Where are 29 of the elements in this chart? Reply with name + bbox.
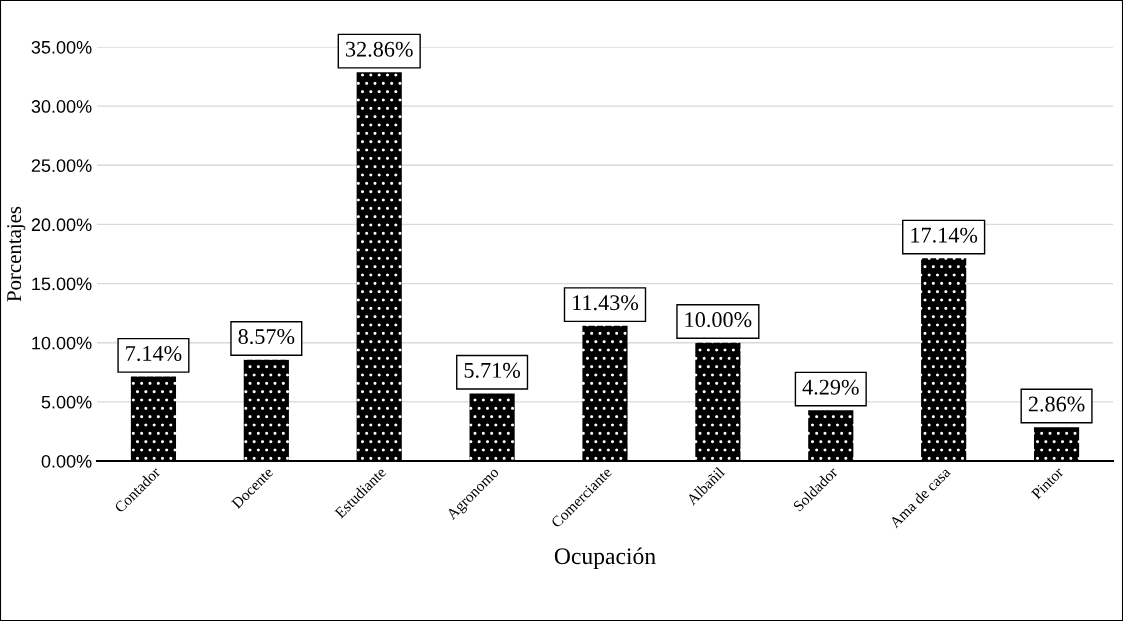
bar (695, 342, 741, 461)
y-tick-label: 35.00% (31, 40, 92, 54)
bar (243, 359, 289, 461)
bar (808, 410, 854, 461)
y-tick-label: 20.00% (31, 218, 92, 232)
y-tick-label: 30.00% (31, 100, 92, 113)
data-label: 4.29% (802, 379, 859, 395)
bar (1033, 427, 1080, 461)
x-tick-label: Ama de casa (888, 466, 952, 529)
bar (921, 258, 967, 461)
y-tick-label: 15.00% (32, 277, 92, 291)
data-label: 7.14% (126, 345, 182, 362)
data-label: 10.00% (685, 312, 752, 328)
data-label: 32.86% (346, 41, 413, 57)
x-axis-title: Ocupación (554, 547, 656, 569)
bar (356, 72, 402, 461)
y-tick-label: 10.00% (32, 336, 92, 350)
data-label: 11.43% (573, 295, 639, 311)
bar (582, 325, 628, 461)
data-label: 5.71% (464, 362, 521, 378)
y-axis-title: Porcentajes (7, 206, 26, 302)
y-tick-label: 5.00% (41, 395, 92, 409)
bar (130, 376, 177, 461)
bar (469, 393, 515, 461)
y-tick-label: 0.00% (41, 454, 92, 468)
data-label: 17.14% (911, 227, 978, 243)
data-label: 2.86% (1028, 396, 1085, 412)
y-tick-label: 25.00% (31, 159, 92, 173)
data-label: 8.57% (238, 329, 295, 345)
